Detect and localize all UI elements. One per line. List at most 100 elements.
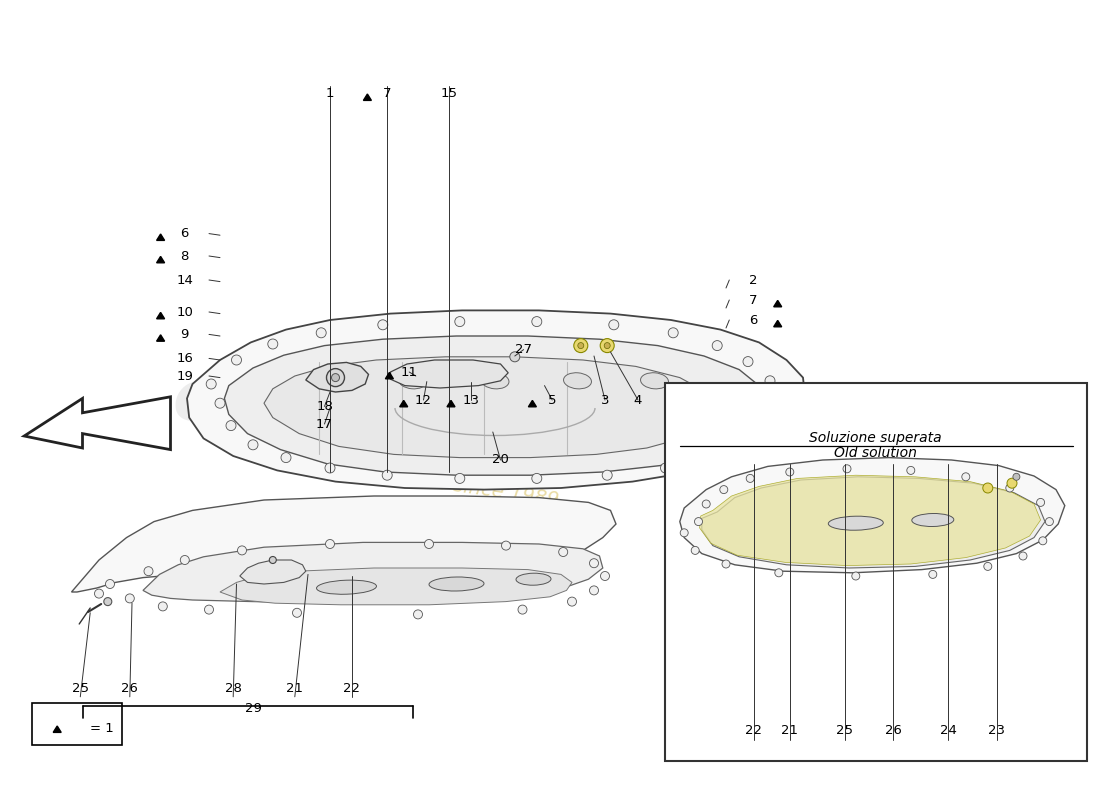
Text: 18: 18 — [316, 400, 333, 413]
Text: 10: 10 — [176, 306, 194, 318]
Polygon shape — [773, 300, 782, 306]
Circle shape — [694, 518, 703, 526]
Text: 23: 23 — [988, 724, 1005, 737]
Circle shape — [125, 594, 134, 603]
Polygon shape — [24, 397, 170, 450]
Circle shape — [267, 339, 278, 349]
Circle shape — [574, 338, 587, 353]
Text: 13: 13 — [462, 394, 480, 406]
Ellipse shape — [828, 516, 883, 530]
Circle shape — [774, 569, 783, 577]
Polygon shape — [390, 360, 508, 388]
Polygon shape — [156, 334, 165, 341]
Text: 25: 25 — [72, 682, 89, 695]
Text: 27: 27 — [515, 343, 532, 356]
Circle shape — [746, 474, 755, 482]
Polygon shape — [143, 542, 603, 603]
Circle shape — [568, 597, 576, 606]
Text: 26: 26 — [884, 724, 902, 737]
Text: 28: 28 — [224, 682, 242, 695]
Circle shape — [95, 589, 103, 598]
Polygon shape — [220, 568, 572, 605]
Circle shape — [180, 555, 189, 565]
Text: Old solution: Old solution — [834, 446, 917, 460]
Text: 17: 17 — [316, 418, 333, 430]
Polygon shape — [399, 400, 408, 406]
Circle shape — [983, 562, 992, 570]
Ellipse shape — [912, 514, 954, 526]
Circle shape — [454, 317, 465, 326]
Text: 1: 1 — [326, 87, 334, 100]
Circle shape — [719, 486, 728, 494]
Circle shape — [608, 320, 619, 330]
Circle shape — [771, 398, 782, 408]
Polygon shape — [700, 475, 1041, 566]
Circle shape — [531, 317, 542, 326]
Circle shape — [1005, 484, 1014, 492]
Circle shape — [602, 470, 613, 480]
Text: 12: 12 — [415, 394, 432, 406]
Circle shape — [578, 342, 584, 349]
Text: Soluzione superata: Soluzione superata — [810, 431, 942, 446]
Polygon shape — [447, 400, 455, 406]
Circle shape — [601, 338, 614, 353]
Circle shape — [327, 369, 344, 386]
Circle shape — [382, 470, 393, 480]
Circle shape — [590, 558, 598, 568]
Circle shape — [668, 328, 679, 338]
Circle shape — [231, 355, 242, 365]
Circle shape — [106, 579, 114, 589]
Text: 2: 2 — [749, 274, 758, 286]
Circle shape — [158, 602, 167, 611]
Circle shape — [851, 572, 860, 580]
Text: a passion for cars since 1989: a passion for cars since 1989 — [275, 450, 561, 510]
Text: 4: 4 — [634, 394, 642, 406]
Circle shape — [590, 586, 598, 595]
Text: 21: 21 — [781, 724, 799, 737]
Ellipse shape — [398, 373, 427, 389]
Polygon shape — [306, 362, 368, 392]
Text: europaspares: europaspares — [172, 366, 708, 434]
Circle shape — [742, 357, 754, 366]
Circle shape — [144, 566, 153, 576]
Text: 14: 14 — [176, 274, 194, 286]
Text: 26: 26 — [121, 682, 139, 695]
Circle shape — [248, 440, 258, 450]
Circle shape — [331, 374, 340, 382]
Text: 6: 6 — [180, 227, 189, 240]
Polygon shape — [528, 400, 537, 406]
Circle shape — [502, 541, 510, 550]
Circle shape — [518, 605, 527, 614]
Circle shape — [326, 539, 334, 549]
Circle shape — [604, 342, 611, 349]
Polygon shape — [702, 477, 1045, 568]
Polygon shape — [156, 234, 165, 240]
Text: 7: 7 — [383, 87, 392, 100]
FancyBboxPatch shape — [664, 383, 1087, 761]
Circle shape — [280, 453, 292, 462]
Polygon shape — [240, 560, 306, 584]
Circle shape — [270, 557, 276, 563]
Ellipse shape — [321, 373, 350, 389]
Circle shape — [324, 463, 336, 473]
Circle shape — [712, 341, 723, 350]
Polygon shape — [264, 357, 715, 458]
Circle shape — [737, 439, 748, 449]
Circle shape — [1036, 498, 1045, 506]
Circle shape — [293, 608, 301, 618]
Text: 19: 19 — [176, 370, 194, 382]
Circle shape — [531, 474, 542, 483]
Polygon shape — [156, 256, 165, 262]
Circle shape — [928, 570, 937, 578]
Polygon shape — [363, 94, 372, 100]
Circle shape — [722, 560, 730, 568]
Text: 22: 22 — [745, 724, 762, 737]
Ellipse shape — [640, 373, 669, 389]
Ellipse shape — [429, 577, 484, 591]
Circle shape — [680, 529, 689, 537]
Circle shape — [906, 466, 915, 474]
Circle shape — [214, 398, 225, 408]
Circle shape — [785, 468, 794, 476]
Circle shape — [414, 610, 422, 619]
Text: = 1: = 1 — [90, 722, 114, 734]
